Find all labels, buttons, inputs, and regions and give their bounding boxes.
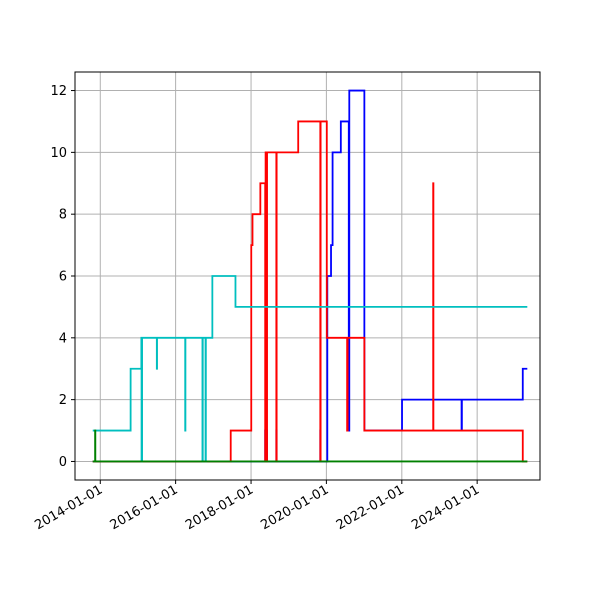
x-tick-label: 2014-01-01	[32, 482, 105, 533]
x-tick-label: 2016-01-01	[108, 482, 181, 533]
x-tick-label: 2024-01-01	[409, 482, 482, 533]
y-tick-label: 0	[59, 455, 67, 470]
series-line-4	[92, 429, 528, 463]
series-line-2	[92, 120, 528, 463]
y-tick-label: 10	[50, 146, 67, 161]
y-tick-label: 6	[59, 270, 67, 285]
series-lines	[92, 89, 528, 463]
grid-lines	[75, 72, 540, 480]
y-tick-label: 8	[59, 208, 67, 223]
x-tick-label: 2018-01-01	[183, 482, 256, 533]
y-tick-label: 4	[59, 331, 67, 346]
x-tick-label: 2020-01-01	[258, 482, 331, 533]
y-tick-label: 12	[50, 84, 67, 99]
series-line-3	[92, 275, 528, 463]
x-tick-label: 2022-01-01	[334, 482, 407, 533]
y-tick-label: 2	[59, 393, 67, 408]
